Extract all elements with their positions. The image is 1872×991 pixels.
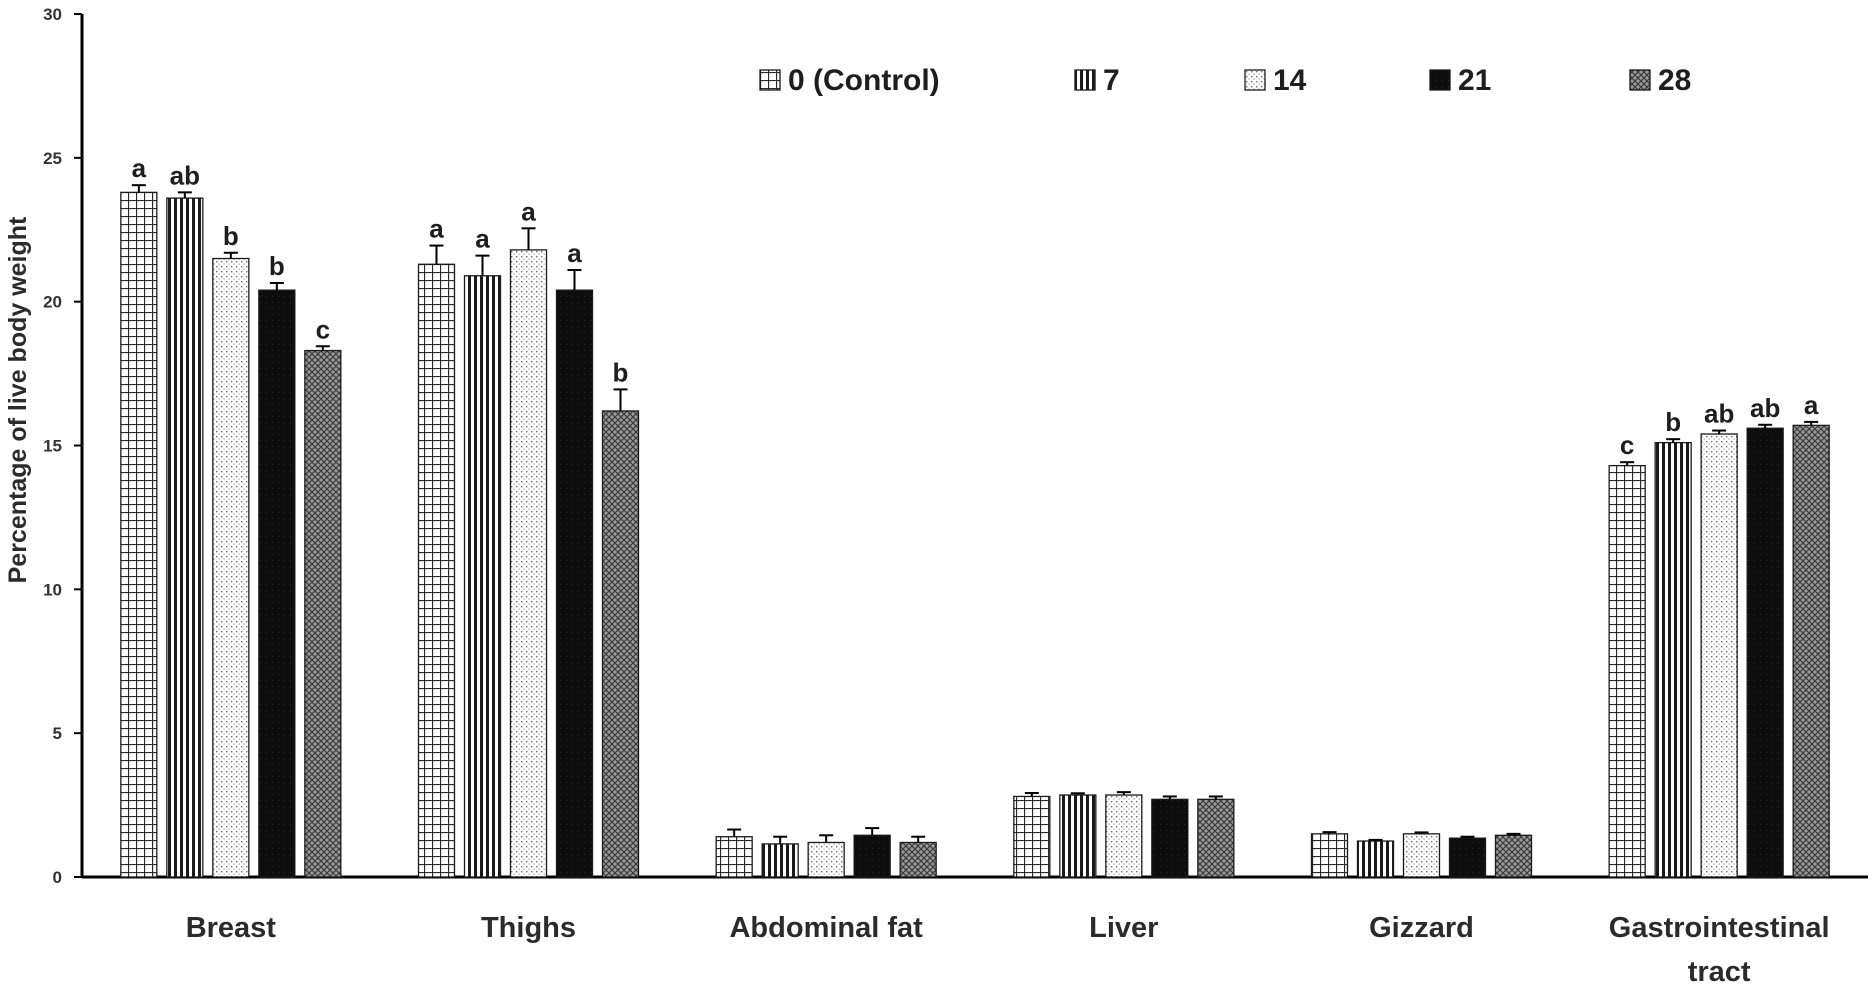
significance-label: b (1665, 407, 1681, 437)
bar (1059, 794, 1097, 878)
y-tick-label: 30 (43, 5, 62, 24)
bar (463, 275, 502, 878)
bar (1402, 833, 1441, 878)
bar (1700, 433, 1738, 878)
y-tick-label: 5 (53, 724, 62, 743)
significance-label: b (223, 221, 239, 251)
legend-swatch (1074, 69, 1096, 91)
x-tick-label: Breast (186, 912, 277, 944)
category-group-thighs: a a a a b (417, 196, 640, 878)
category-group-liver (1013, 791, 1235, 878)
bar (258, 289, 296, 878)
bar (1013, 795, 1051, 878)
x-axis: Breast Thighs Abdominal fat Liver Gizzard Gas… (82, 875, 1868, 988)
legend-label: 0 (Control) (788, 64, 940, 97)
significance-label: c (1620, 430, 1634, 460)
legend-label: 7 (1103, 64, 1120, 97)
bar (166, 197, 204, 878)
significance-label: c (316, 314, 330, 344)
significance-label: a (567, 238, 582, 268)
category-group-gastrointestinal-tract: cb ab ab a (1608, 390, 1830, 878)
bar (1310, 833, 1349, 878)
legend-swatch (1429, 69, 1451, 91)
x-tick-label: Liver (1089, 912, 1158, 944)
significance-label: ab (170, 160, 200, 190)
category-group-abdominal-fat (715, 827, 937, 878)
y-axis-label: Percentage of live body weight (4, 216, 32, 583)
category-group-gizzard (1310, 831, 1533, 878)
bar (1197, 798, 1235, 878)
legend-item: 0 (Control) (759, 64, 940, 97)
bar (601, 410, 640, 878)
bar (1105, 794, 1143, 878)
bar (417, 263, 456, 878)
bar (120, 191, 158, 878)
y-tick-label: 20 (43, 293, 62, 312)
bar (212, 257, 250, 878)
significance-label: ab (1704, 399, 1734, 429)
bar (715, 836, 753, 878)
y-tick-label: 25 (43, 149, 62, 168)
bar (853, 834, 891, 878)
bar (1654, 441, 1692, 878)
x-tick-label: Thighs (481, 912, 576, 944)
bar (807, 841, 845, 878)
legend-item: 28 (1629, 64, 1691, 97)
legend-item: 21 (1429, 64, 1491, 97)
legend-swatch (759, 69, 781, 91)
bar (761, 843, 799, 878)
bar (1448, 837, 1487, 878)
bar (555, 289, 594, 878)
bar (1356, 840, 1395, 878)
bar (1608, 464, 1646, 878)
legend-item: 14 (1244, 64, 1307, 97)
bar (1792, 424, 1830, 878)
y-tick-label: 10 (43, 580, 62, 599)
legend: 0 (Control) 7 14 21 28 (759, 64, 1691, 97)
bar (1151, 798, 1189, 878)
x-tick-label: Gastrointestinal tract (1609, 912, 1830, 988)
bar (509, 249, 548, 878)
y-axis: 0 5 10 15 20 25 30 (43, 5, 84, 887)
significance-label: a (521, 196, 536, 226)
y-tick-label: 0 (53, 868, 62, 887)
significance-label: ab (1750, 393, 1780, 423)
significance-label: a (132, 153, 147, 183)
significance-label: a (1804, 390, 1819, 420)
bar (1746, 427, 1784, 878)
x-tick-label: Abdominal fat (729, 912, 923, 944)
significance-label: a (475, 224, 490, 254)
bar (1494, 834, 1533, 878)
legend-label: 28 (1658, 64, 1691, 97)
significance-label: b (613, 357, 629, 387)
legend-label: 21 (1458, 64, 1491, 97)
bar (899, 841, 937, 878)
x-tick-label: Gizzard (1369, 912, 1474, 944)
legend-label: 14 (1273, 64, 1307, 97)
legend-swatch (1244, 69, 1266, 91)
legend-swatch (1629, 69, 1651, 91)
legend-item: 7 (1074, 64, 1120, 97)
bar (304, 349, 342, 878)
category-group-breast: a ab bb c (120, 153, 342, 878)
y-tick-label: 15 (43, 437, 62, 456)
significance-label: a (429, 214, 444, 244)
significance-label: b (269, 251, 285, 281)
